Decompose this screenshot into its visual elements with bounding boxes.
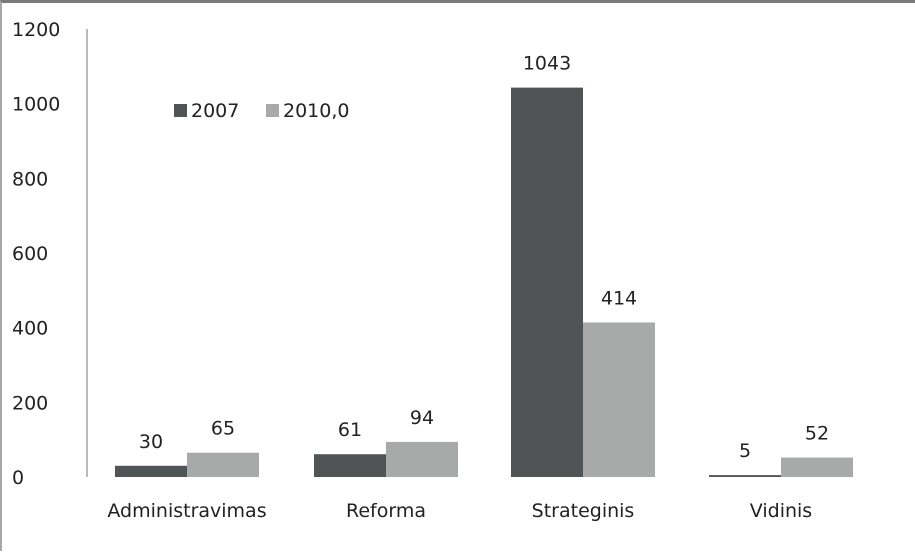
y-tick-label: 600 xyxy=(12,243,48,265)
y-tick-label: 400 xyxy=(12,318,48,340)
x-category-label: Strateginis xyxy=(532,500,635,522)
y-tick-label: 800 xyxy=(12,168,48,190)
legend-swatch xyxy=(266,104,279,117)
data-label: 414 xyxy=(601,287,637,309)
x-category-label: Administravimas xyxy=(107,500,266,522)
bar-vidinis-1 xyxy=(781,457,853,477)
bars xyxy=(115,87,853,477)
x-category-label: Vidinis xyxy=(750,500,812,522)
legend-label: 2010,0 xyxy=(283,100,349,122)
bar-administravimas-0 xyxy=(115,465,187,477)
data-label: 61 xyxy=(338,419,362,441)
y-tick-label: 0 xyxy=(12,467,24,489)
y-tick-label: 1000 xyxy=(12,94,60,116)
bar-reforma-0 xyxy=(314,454,386,477)
data-label: 52 xyxy=(805,423,829,445)
bar-strateginis-1 xyxy=(583,322,655,477)
y-tick-label: 200 xyxy=(12,392,48,414)
bar-chart: 0 200 400 600 800 1000 1200 30 65 61 94 1043 414 5 52… xyxy=(12,19,853,522)
bar-vidinis-0 xyxy=(709,475,781,477)
data-label: 1043 xyxy=(523,53,571,75)
x-category-label: Reforma xyxy=(346,500,426,522)
bar-strateginis-0 xyxy=(511,87,583,477)
bar-reforma-1 xyxy=(386,441,458,477)
legend-swatch xyxy=(174,104,187,117)
x-axis: Administravimas Reforma Strateginis Vidinis xyxy=(107,500,812,522)
value-labels: 30 65 61 94 1043 414 5 52 xyxy=(139,53,829,463)
data-label: 65 xyxy=(211,418,235,440)
legend-label: 2007 xyxy=(191,100,239,122)
data-label: 5 xyxy=(739,440,751,462)
y-axis: 0 200 400 600 800 1000 1200 xyxy=(12,19,88,489)
data-label: 30 xyxy=(139,431,163,453)
legend: 2007 2010,0 xyxy=(174,100,349,122)
y-tick-label: 1200 xyxy=(12,19,60,41)
bar-administravimas-1 xyxy=(187,452,259,477)
data-label: 94 xyxy=(410,407,434,429)
